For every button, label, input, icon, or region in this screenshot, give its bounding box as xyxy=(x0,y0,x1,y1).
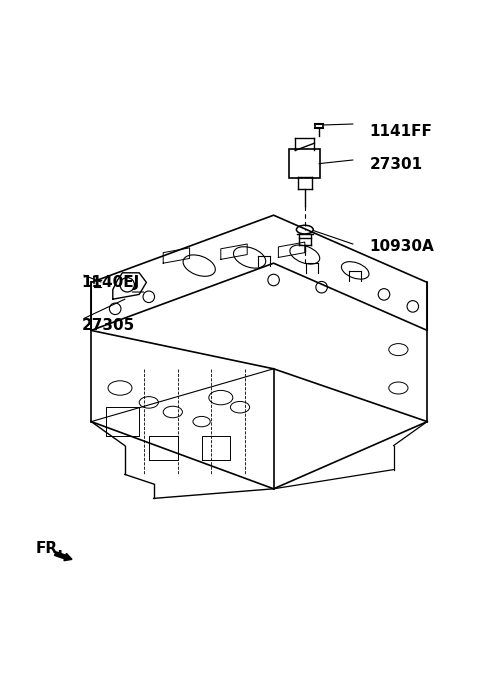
Text: FR.: FR. xyxy=(36,541,64,556)
Text: 27305: 27305 xyxy=(82,318,135,333)
Text: 27301: 27301 xyxy=(370,157,423,172)
Text: 10930A: 10930A xyxy=(370,239,434,254)
Text: 1140EJ: 1140EJ xyxy=(82,275,140,290)
FancyArrow shape xyxy=(55,551,72,560)
Text: 1141FF: 1141FF xyxy=(370,124,432,139)
